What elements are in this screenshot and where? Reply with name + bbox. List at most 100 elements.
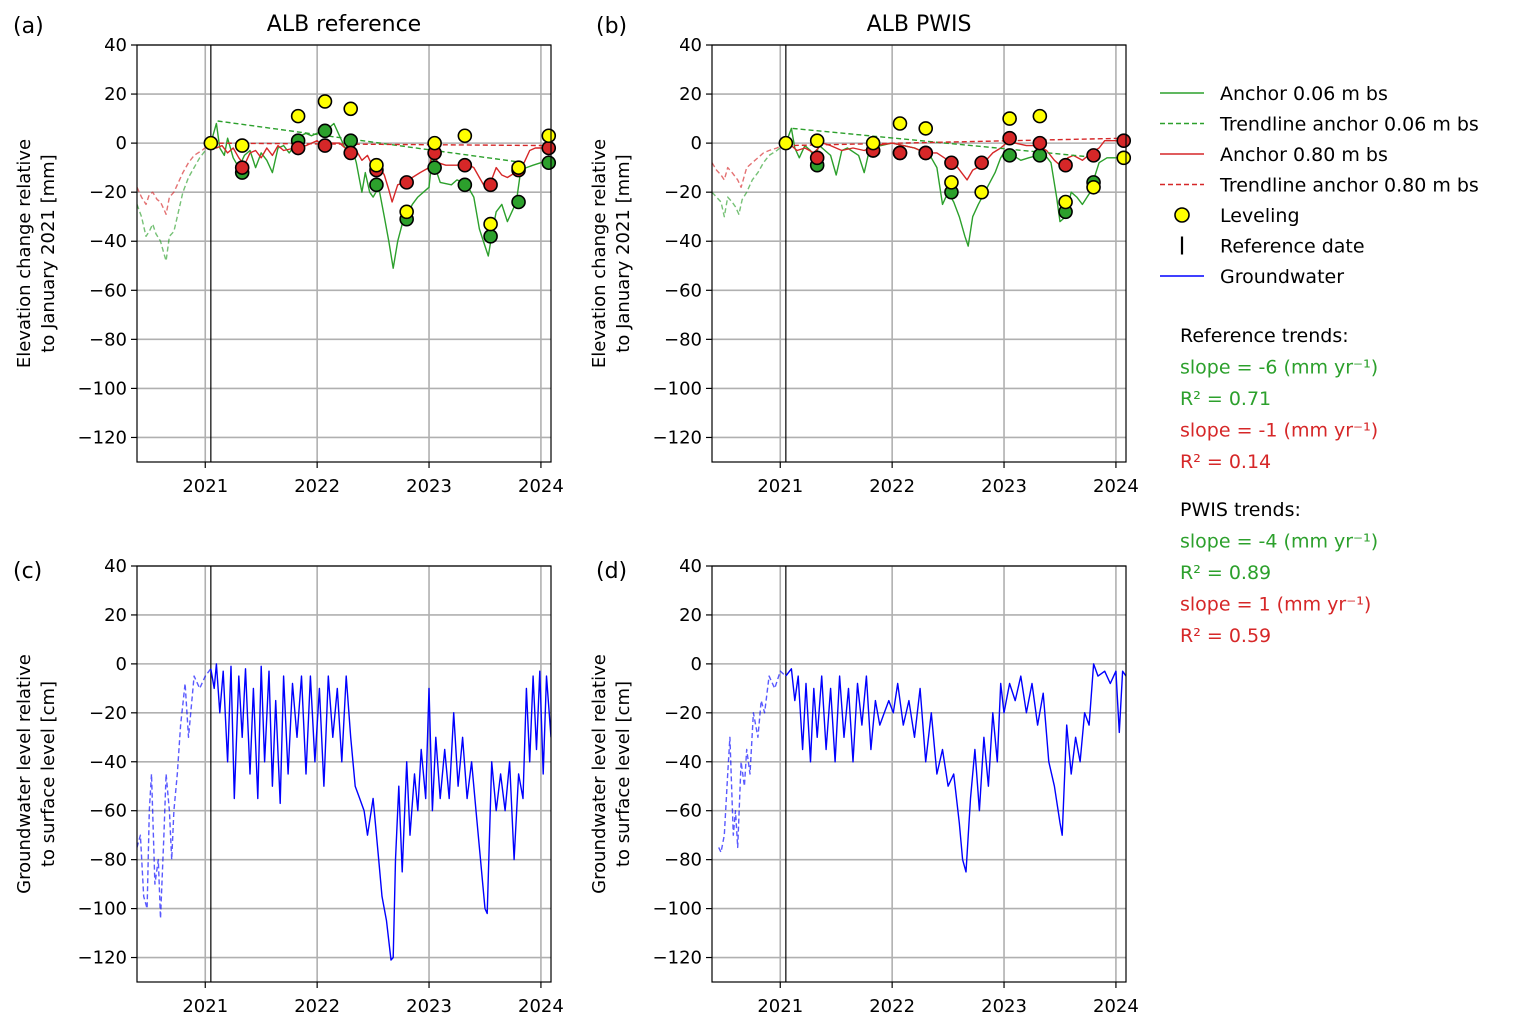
axes-frame xyxy=(136,565,552,983)
y-tick-label: −60 xyxy=(664,801,702,822)
trend-stat: slope = -6 (mm yr⁻¹) xyxy=(1180,357,1378,379)
x-tick-label: 2024 xyxy=(518,476,564,497)
y-tick-label: −80 xyxy=(664,329,702,350)
series-group xyxy=(718,663,1126,873)
trend-stat: slope = -1 (mm yr⁻¹) xyxy=(1180,420,1378,442)
leveling-point-yellow xyxy=(809,133,825,148)
leveling-point-yellow xyxy=(369,157,384,173)
series-trendline-anchor-0-06-m-bs xyxy=(792,127,1100,159)
leveling-point-green xyxy=(511,194,526,210)
leveling-point-yellow xyxy=(427,135,442,151)
panel-d: 40 20 0 −20 −40 −60 −80 −100 −120 2021 2022 2023 202… xyxy=(589,556,1139,1017)
leveling-point-yellow xyxy=(1002,111,1017,126)
trend-block: Reference trends: slope = -6 (mm yr⁻¹) R² … xyxy=(1180,325,1378,473)
x-tick-label: 2021 xyxy=(757,476,803,497)
leveling-point-yellow xyxy=(865,135,881,151)
legend-marker-swatch xyxy=(1174,207,1190,223)
leveling-point-red xyxy=(317,138,333,153)
trend-stat: R² = 0.89 xyxy=(1180,562,1271,584)
leveling-point-yellow xyxy=(778,135,794,151)
series-trendline-anchor-0-80-m-bs xyxy=(785,137,1126,147)
leveling-point-yellow xyxy=(399,204,414,220)
y-tick-label: −80 xyxy=(89,329,127,350)
x-tick-label: 2022 xyxy=(869,996,915,1017)
leveling-point-red xyxy=(399,175,414,190)
x-tick-label: 2021 xyxy=(757,996,803,1017)
x-tick-label: 2023 xyxy=(981,476,1027,497)
y-tick-label: 20 xyxy=(104,84,127,105)
leveling-point-yellow xyxy=(290,108,306,124)
y-tick-label: −120 xyxy=(653,427,702,448)
y-tick-label: −120 xyxy=(653,948,702,969)
trend-stat: R² = 0.14 xyxy=(1180,451,1271,473)
y-tick-label: 20 xyxy=(679,84,702,105)
y-tick-label: 0 xyxy=(691,133,702,154)
y-tick-label: −40 xyxy=(664,231,702,252)
series-group xyxy=(712,127,1126,247)
axes-frame xyxy=(711,44,1127,463)
y-tick-label: 0 xyxy=(116,133,127,154)
leveling-point-red xyxy=(1032,135,1048,151)
y-tick-label: −40 xyxy=(664,752,702,773)
leveling-point-yellow xyxy=(974,184,989,200)
y-axis-label: to surface level [cm] xyxy=(38,681,59,867)
leveling-point-red xyxy=(483,177,498,193)
series-group xyxy=(137,663,551,961)
y-tick-label: 0 xyxy=(116,654,127,675)
panel-b: 40 20 0 −20 −40 −60 −80 −100 −120 2021 2022 2023 202… xyxy=(589,12,1139,497)
leveling-point-red xyxy=(234,160,250,175)
trend-stat: slope = -4 (mm yr⁻¹) xyxy=(1180,531,1378,553)
y-tick-label: −100 xyxy=(653,378,702,399)
series-groundwater-before-reference- xyxy=(137,668,212,920)
y-tick-label: −20 xyxy=(664,703,702,724)
y-tick-label: −100 xyxy=(653,899,702,920)
y-tick-label: −120 xyxy=(78,948,127,969)
x-tick-label: 2022 xyxy=(869,476,915,497)
leveling-point-red xyxy=(1058,157,1073,173)
leveling-point-red xyxy=(1116,133,1132,148)
leveling-point-yellow xyxy=(234,138,250,153)
leveling-point-red xyxy=(457,157,473,173)
y-axis-label: Groundwater level relative xyxy=(14,654,35,894)
y-tick-label: −80 xyxy=(89,850,127,871)
leveling-point-green xyxy=(1032,148,1048,163)
leveling-point-yellow xyxy=(203,135,219,151)
leveling-point-yellow xyxy=(944,175,959,190)
x-tick-label: 2021 xyxy=(182,476,228,497)
axes-frame xyxy=(711,565,1127,983)
leveling-point-yellow xyxy=(343,101,359,117)
x-tick-label: 2022 xyxy=(294,996,340,1017)
y-tick-label: −60 xyxy=(89,801,127,822)
panel-label: (d) xyxy=(596,559,627,584)
series-anchor-0-06-m-bs-before-reference- xyxy=(712,142,787,218)
legend-label: Anchor 0.80 m bs xyxy=(1220,144,1388,166)
leveling-point-yellow xyxy=(1086,179,1101,195)
leveling-point-green xyxy=(541,155,557,171)
y-tick-label: 40 xyxy=(679,35,702,56)
series-trendline-anchor-0-06-m-bs xyxy=(217,120,525,164)
legend: Anchor 0.06 m bs Trendline anchor 0.06 m … xyxy=(1160,83,1479,288)
legend-label: Trendline anchor 0.06 m bs xyxy=(1219,114,1479,136)
leveling-point-yellow xyxy=(892,116,908,131)
series-groundwater xyxy=(785,663,1126,873)
x-tick-label: 2021 xyxy=(182,996,228,1017)
y-tick-label: 40 xyxy=(104,35,127,56)
legend-item: Trendline anchor 0.06 m bs xyxy=(1160,114,1479,136)
y-tick-label: −60 xyxy=(89,280,127,301)
trend-stat: R² = 0.71 xyxy=(1180,388,1271,410)
y-tick-label: −20 xyxy=(664,182,702,203)
y-tick-label: 20 xyxy=(104,605,127,626)
legend-label: Reference date xyxy=(1220,236,1365,258)
x-tick-label: 2023 xyxy=(981,996,1027,1017)
leveling-point-red xyxy=(541,140,557,156)
x-tick-label: 2023 xyxy=(406,996,452,1017)
y-tick-label: −100 xyxy=(78,899,127,920)
legend-label: Leveling xyxy=(1220,205,1300,227)
series-anchor-0-80-m-bs-before-reference- xyxy=(712,142,787,188)
series-trendline-anchor-0-80-m-bs xyxy=(210,142,551,147)
series-anchor-0-80-m-bs-before-reference- xyxy=(137,142,212,215)
leveling-point-red xyxy=(343,145,359,161)
y-tick-label: −20 xyxy=(89,182,127,203)
leveling-point-green xyxy=(427,160,442,175)
y-tick-label: −20 xyxy=(89,703,127,724)
